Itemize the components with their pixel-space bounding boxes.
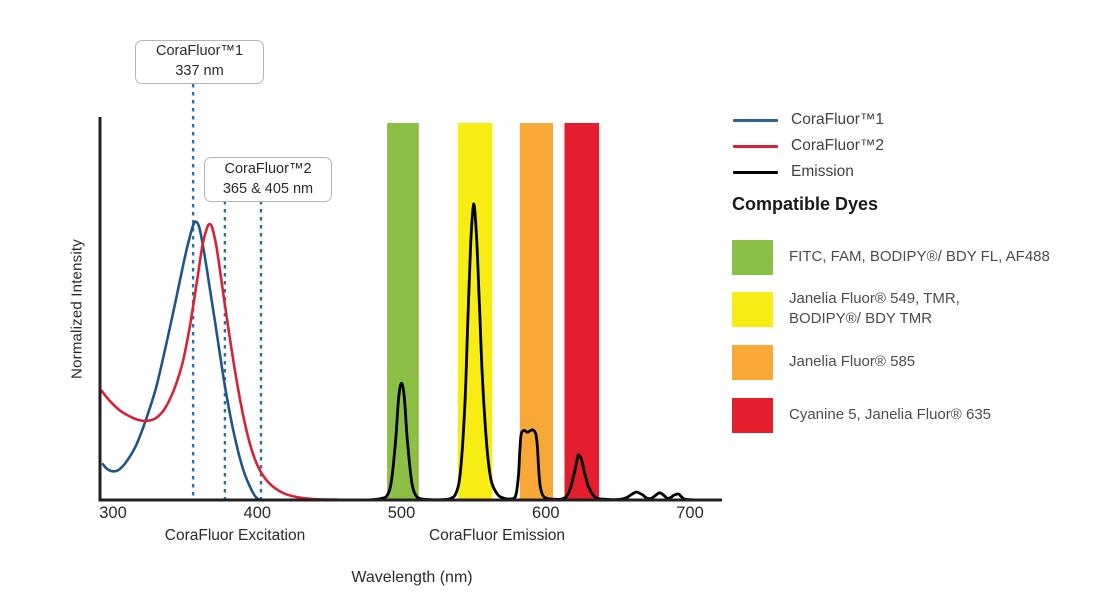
legend-line-swatch-blue (733, 118, 778, 122)
x-tick-label-600: 600 (532, 504, 560, 522)
dye-label: Janelia Fluor® 549, TMR, BODIPY®/ BDY TMR (789, 291, 960, 326)
x-tick-label-500: 500 (387, 504, 416, 522)
annotation-callout-corafluor2: CoraFluor™2 365 & 405 nm (204, 157, 332, 202)
dye-label-line1: Janelia Fluor® 549, TMR, (789, 290, 960, 308)
legend-label: CoraFluor™1 (791, 111, 885, 128)
dye-label: FITC, FAM, BODIPY®/ BDY FL, AF488 (789, 247, 1050, 265)
legend-item-corafluor2: CoraFluor™2 (733, 133, 884, 159)
dye-swatch-green (732, 239, 773, 275)
x-region-label-excitation: CoraFluor Excitation (164, 527, 306, 544)
legend-line-swatch-black (733, 170, 778, 174)
x-tick-label-300: 300 (99, 504, 127, 522)
dye-label: Janelia Fluor® 585 (789, 352, 916, 370)
dye-label-line2: BODIPY®/ BDY TMR (789, 309, 933, 327)
filter-band-red (564, 123, 600, 500)
compatible-dyes-header: Compatible Dyes (732, 194, 879, 214)
x-region-label-emission: CoraFluor Emission (428, 527, 566, 544)
series-excitation (101, 220, 262, 501)
legend-line-swatch-red (733, 144, 778, 148)
annotation-title: CoraFluor™2 (224, 160, 312, 177)
x-tick-label-700: 700 (676, 504, 704, 522)
legend-label: Emission (791, 163, 854, 180)
legend-item-emission: Emission (733, 159, 884, 185)
series-excitation (100, 222, 346, 502)
legend-label: CoraFluor™2 (791, 137, 885, 154)
annotation-callout-corafluor1: CoraFluor™1 337 nm (135, 40, 264, 84)
dye-swatch-red (732, 397, 773, 433)
annotation-wavelength: 337 nm (175, 63, 224, 79)
y-axis-label: Normalized Intensity (68, 239, 86, 379)
legend-item-corafluor1: CoraFluor™1 (733, 107, 884, 133)
dye-item-green: FITC, FAM, BODIPY®/ BDY FL, AF488 (732, 239, 1050, 275)
annotation-title: CoraFluor™1 (155, 43, 244, 60)
dye-label: Cyanine 5, Janelia Fluor® 635 (789, 405, 992, 423)
dye-item-red: Cyanine 5, Janelia Fluor® 635 (732, 397, 991, 433)
chart-legend: CoraFluor™1 CoraFluor™2 Emission (733, 107, 884, 185)
dye-item-yellow: Janelia Fluor® 549, TMR, BODIPY®/ BDY TMR (732, 291, 960, 327)
dye-swatch-yellow (732, 291, 773, 327)
filter-band-green (387, 123, 419, 500)
x-axis-label: Wavelength (nm) (351, 569, 473, 586)
dye-item-orange: Janelia Fluor® 585 (732, 344, 915, 380)
annotation-wavelength: 365 & 405 nm (222, 180, 314, 197)
dye-swatch-orange (732, 344, 773, 380)
x-tick-label-400: 400 (243, 504, 272, 522)
